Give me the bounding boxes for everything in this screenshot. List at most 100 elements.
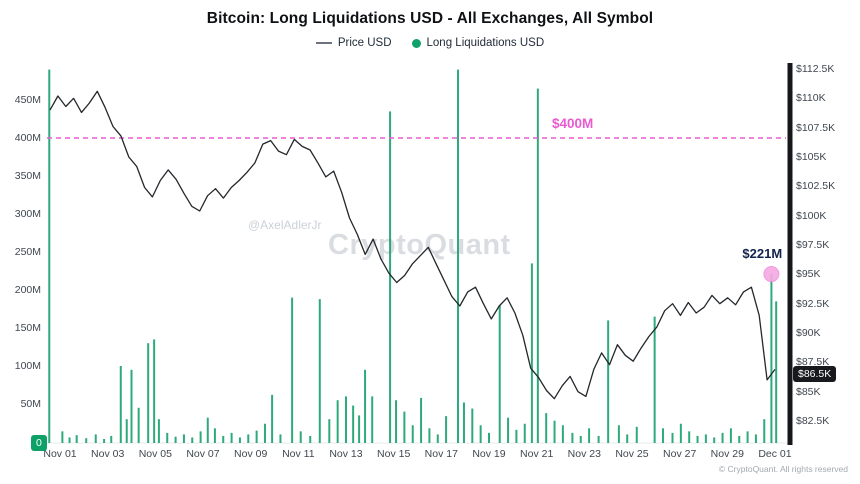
liquidation-bar bbox=[661, 428, 664, 443]
liquidation-bar bbox=[457, 69, 460, 443]
price-line bbox=[49, 90, 776, 400]
liquidation-bar bbox=[729, 428, 732, 443]
liquidation-bar bbox=[688, 431, 691, 443]
liquidation-bar bbox=[147, 343, 150, 443]
liquidation-bar bbox=[579, 435, 582, 443]
liquidation-bar bbox=[523, 423, 526, 443]
liquidation-zero-badge: 0 bbox=[31, 435, 47, 451]
liquidation-bar bbox=[721, 432, 724, 443]
liquidation-bar bbox=[635, 426, 638, 443]
liquidation-bar bbox=[607, 320, 610, 443]
liquidation-bar bbox=[85, 438, 88, 443]
liquidation-bar bbox=[420, 397, 423, 443]
liquidation-bar bbox=[352, 405, 355, 443]
legend-item-price[interactable]: Price USD bbox=[315, 37, 392, 49]
liquidation-bar bbox=[103, 438, 106, 443]
chart-legend: Price USD Long Liquidations USD bbox=[0, 37, 860, 49]
liquidation-bar bbox=[213, 428, 216, 443]
liquidation-bar bbox=[545, 413, 548, 443]
liquidation-bar bbox=[754, 434, 757, 443]
liquidation-bar bbox=[696, 435, 699, 443]
liquidation-bar bbox=[137, 407, 140, 443]
right-axis-spine bbox=[787, 63, 793, 445]
liquidation-bar bbox=[371, 396, 374, 443]
liquidation-bar bbox=[445, 416, 448, 443]
liquidation-bar bbox=[553, 420, 556, 443]
liquidation-bar bbox=[763, 419, 766, 443]
liquidation-bar bbox=[344, 396, 347, 443]
liquidation-bar bbox=[279, 434, 282, 443]
liquidation-bar bbox=[671, 432, 674, 443]
liquidation-bar bbox=[653, 316, 656, 443]
liquidation-bar bbox=[199, 431, 202, 443]
liquidation-bar bbox=[68, 437, 71, 443]
liquidation-bar bbox=[536, 88, 539, 443]
liquidation-bar bbox=[479, 425, 482, 443]
liquidation-bar bbox=[271, 394, 274, 443]
liquidation-bar bbox=[230, 432, 233, 443]
liquidation-bar bbox=[222, 435, 225, 443]
liquidation-bar bbox=[746, 431, 749, 443]
liquidation-bar bbox=[626, 434, 629, 443]
liquidation-bar bbox=[110, 435, 113, 443]
liquidation-bar bbox=[61, 431, 64, 443]
watermark-handle: @AxelAdlerJr bbox=[248, 218, 322, 232]
liquidation-bar bbox=[403, 411, 406, 443]
liquidation-bar bbox=[617, 425, 620, 443]
liquidation-bar bbox=[389, 111, 392, 444]
liquidation-bar bbox=[125, 419, 128, 443]
liquidation-bar bbox=[775, 301, 778, 443]
liquidation-bar bbox=[561, 425, 564, 443]
liquidation-bar bbox=[588, 428, 591, 443]
liquidation-bar bbox=[571, 432, 574, 443]
liquidation-bar bbox=[255, 430, 258, 443]
liquidation-bar bbox=[358, 415, 361, 443]
liquidation-bar bbox=[75, 435, 78, 443]
liquidation-bar bbox=[411, 425, 414, 443]
legend-item-liquidations[interactable]: Long Liquidations USD bbox=[411, 37, 545, 49]
liquidation-bar bbox=[166, 432, 169, 443]
price-line-icon bbox=[315, 42, 332, 44]
liquidation-bar bbox=[48, 69, 51, 443]
liquidation-bar bbox=[471, 408, 474, 443]
liquidation-bar bbox=[130, 369, 133, 443]
liquidation-bar bbox=[263, 423, 266, 443]
liquidation-dot-icon bbox=[411, 38, 421, 48]
liquidation-bar bbox=[428, 428, 431, 443]
liquidation-bar bbox=[94, 434, 97, 443]
liquidation-bar bbox=[395, 400, 398, 443]
legend-label-price: Price USD bbox=[337, 37, 392, 49]
liquidation-bar bbox=[597, 435, 600, 443]
liquidation-bar bbox=[530, 263, 533, 443]
liquidation-bar bbox=[153, 339, 156, 443]
liquidation-bar bbox=[328, 419, 331, 443]
last-price-badge: $86.5K bbox=[793, 366, 837, 383]
liquidation-bar bbox=[182, 434, 185, 443]
liquidation-bar bbox=[679, 423, 682, 443]
liquidation-bar bbox=[770, 274, 773, 443]
liquidation-bar bbox=[299, 431, 302, 443]
liquidation-bar bbox=[291, 297, 294, 443]
liquidation-bar bbox=[515, 429, 518, 443]
liquidation-bar bbox=[157, 419, 160, 443]
liquidation-bar bbox=[738, 435, 741, 443]
liquidation-bar bbox=[336, 400, 339, 443]
liquidation-bar bbox=[487, 432, 490, 443]
liquidation-bar bbox=[174, 436, 177, 443]
liquidation-bar bbox=[119, 366, 122, 443]
liquidation-bar bbox=[247, 434, 250, 443]
liquidation-bar bbox=[462, 402, 465, 443]
liquidation-bar bbox=[704, 434, 707, 443]
legend-label-liquidations: Long Liquidations USD bbox=[426, 37, 545, 49]
spike-marker-icon bbox=[763, 266, 780, 283]
liquidation-bar bbox=[364, 369, 367, 443]
liquidation-bar bbox=[436, 434, 439, 443]
watermark-brand: CryptoQuant bbox=[328, 229, 511, 261]
liquidation-bar bbox=[309, 435, 312, 443]
liquidation-bar bbox=[498, 305, 501, 443]
liquidation-bar bbox=[206, 417, 209, 443]
liquidation-bar bbox=[713, 437, 716, 443]
liquidation-bar bbox=[507, 417, 510, 443]
